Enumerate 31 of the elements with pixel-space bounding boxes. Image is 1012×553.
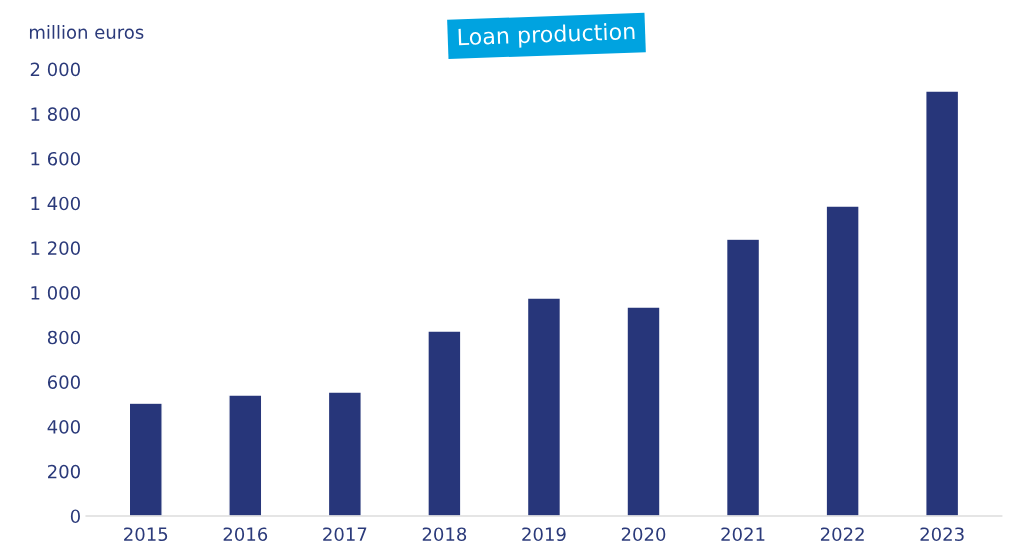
x-tick-label: 2016	[223, 527, 268, 542]
y-tick-label: 800	[47, 330, 80, 345]
bar	[925, 90, 960, 516]
y-tick-label: 600	[47, 375, 80, 390]
y-tick-label: 2 000	[30, 62, 80, 77]
x-tick-label: 2015	[124, 527, 168, 542]
bar	[128, 402, 163, 516]
y-tick-label: 200	[48, 464, 80, 479]
x-tick-label: 2021	[721, 527, 765, 542]
x-tick-label: 2017	[323, 527, 367, 542]
bar	[427, 330, 462, 516]
bar	[825, 205, 860, 516]
bar	[228, 394, 263, 516]
y-tick-label: 1 200	[31, 241, 80, 255]
y-tick-label: 400	[47, 420, 80, 434]
y-tick-label: 1 800	[31, 107, 80, 121]
x-tick-label: 2022	[820, 527, 864, 542]
x-tick-label: 2018	[422, 527, 467, 542]
bar	[327, 391, 362, 516]
x-tick-label: 2019	[522, 527, 566, 542]
x-tick-label: 2020	[621, 527, 666, 542]
x-tick-label: 2023	[920, 527, 964, 542]
chart-title: Loan production	[458, 22, 635, 50]
y-tick-label: 1 400	[31, 196, 80, 211]
y-tick-label: 1 600	[31, 151, 80, 166]
bar	[626, 306, 661, 516]
y-tick-label: 0	[70, 509, 80, 524]
y-tick-label: 1 000	[31, 286, 80, 300]
bar	[526, 297, 562, 516]
bar	[725, 238, 761, 516]
y-axis-title: million euros	[29, 24, 144, 39]
